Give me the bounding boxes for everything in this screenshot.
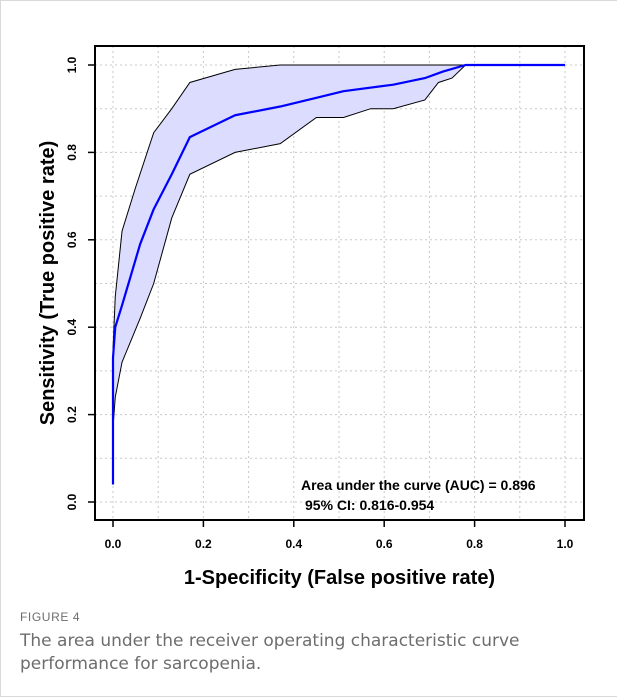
- x-tick-label: 0.6: [376, 537, 393, 551]
- x-tick-label: 0.4: [285, 537, 302, 551]
- y-tick-label: 0.2: [65, 406, 79, 423]
- y-tick-label: 0.4: [65, 319, 79, 336]
- page-left-border: [0, 0, 1, 697]
- y-tick-label: 1.0: [65, 56, 79, 73]
- auc-annotation: Area under the curve (AUC) = 0.896: [301, 477, 536, 493]
- figure-label: FIGURE 4: [20, 610, 81, 624]
- x-tick-label: 0.0: [105, 537, 122, 551]
- page-top-border: [0, 0, 617, 1]
- ci-lower-line: [112, 64, 565, 485]
- plot-border: [94, 45, 585, 521]
- figure-caption: The area under the receiver operating ch…: [20, 631, 520, 674]
- x-tick-label: 0.8: [466, 537, 483, 551]
- y-tick-label: 0.0: [65, 493, 79, 510]
- x-tick-label: 0.2: [195, 537, 212, 551]
- y-axis-label: Sensitivity (True positive rate): [37, 141, 59, 426]
- roc-curve: [111, 63, 565, 485]
- ci-upper-line: [112, 64, 565, 485]
- x-tick-label: 1.0: [557, 537, 574, 551]
- roc-chart: 0.0 0.0 0.2 0.2 0.4 0.4 0.6 0.6 0.8 0.8 1.0 1.0 1-S…: [37, 45, 585, 589]
- y-tick-label: 0.8: [65, 144, 79, 161]
- ci-annotation: 95% CI: 0.816-0.954: [305, 497, 434, 513]
- y-tick-label: 0.6: [65, 231, 79, 248]
- x-axis-label: 1-Specificity (False positive rate): [184, 567, 495, 589]
- axis-ticks: 0.0 0.0 0.2 0.2 0.4 0.4 0.6 0.6 0.8 0.8 1.0 1.0: [65, 56, 574, 551]
